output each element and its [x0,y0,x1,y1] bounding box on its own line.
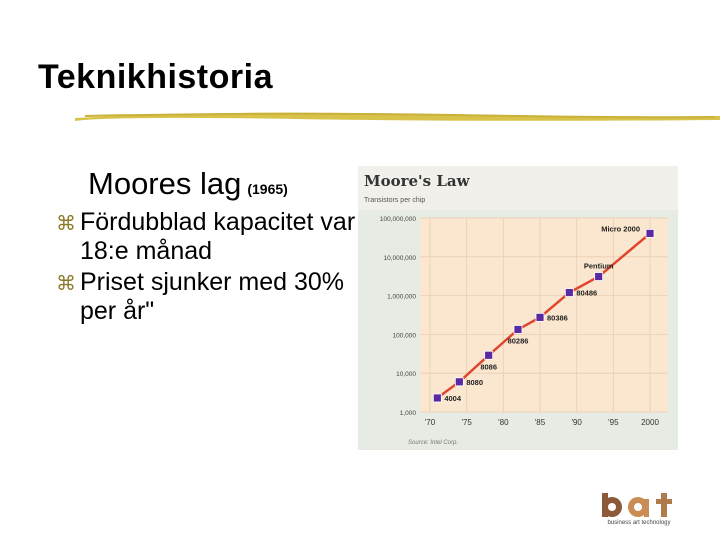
title-underline [75,112,720,121]
x-tick-label: '90 [571,418,582,427]
chart-header [358,166,678,210]
data-label: 80386 [547,313,568,322]
slide-title: Teknikhistoria [38,58,273,96]
data-point [513,325,523,334]
series-line [436,232,651,399]
chart-title: Moore's Law [364,172,471,190]
data-label: Micro 2000 [601,224,640,233]
z-bullet-icon: ⌘ [56,273,76,295]
x-tick-label: 2000 [641,418,659,427]
data-label: 4004 [444,394,462,403]
data-point [484,350,494,360]
bullet-text: Priset sjunker med 30% per år" [80,268,345,325]
bullet-text: Fördubblad kapacitet var 18:e månad [80,208,356,265]
data-point [645,229,655,238]
data-label: 80486 [576,289,597,298]
data-point [432,393,442,403]
bullet-item: ⌘ Priset sjunker med 30% per år" [56,268,356,326]
y-tick-label: 1,000 [400,410,417,417]
data-point [564,288,574,297]
y-tick-label: 10,000 [396,371,416,378]
x-tick-label: '85 [535,418,546,427]
x-tick-label: '95 [608,418,619,427]
y-tick-label: 100,000,000 [380,216,417,223]
data-label: 8080 [466,378,483,387]
y-tick-label: 100,000 [393,332,417,339]
x-tick-label: '75 [461,418,472,427]
y-tick-label: 10,000,000 [383,255,416,262]
data-point [594,272,604,281]
subtitle-year: (1965) [247,181,288,197]
bullet-list: ⌘ Fördubblad kapacitet var 18:e månad ⌘ … [56,208,356,328]
data-point [454,377,464,387]
company-logo: business art technology [598,490,680,530]
data-label: 8086 [480,362,497,371]
slide-subtitle: Moores lag (1965) [88,166,288,202]
data-label: 80286 [508,336,529,345]
data-point [535,312,545,322]
data-label: Pentium [584,262,614,271]
bat-logo-icon [602,493,672,517]
chart-subtitle: Transistors per chip [364,197,425,204]
chart-svg: Moore's Law Transistors per chip 100,000,0… [358,166,678,450]
logo-caption: business art technology [607,520,671,526]
moores-law-chart: Moore's Law Transistors per chip 100,000,0… [358,166,678,450]
chart-source: Source: Intel Corp. [408,440,458,446]
z-bullet-icon: ⌘ [56,213,76,235]
x-tick-label: '70 [425,418,436,427]
y-tick-label: 1,000,000 [387,294,416,301]
subtitle-text: Moores lag [88,166,242,201]
x-tick-label: '80 [498,418,509,427]
bullet-item: ⌘ Fördubblad kapacitet var 18:e månad [56,208,356,266]
